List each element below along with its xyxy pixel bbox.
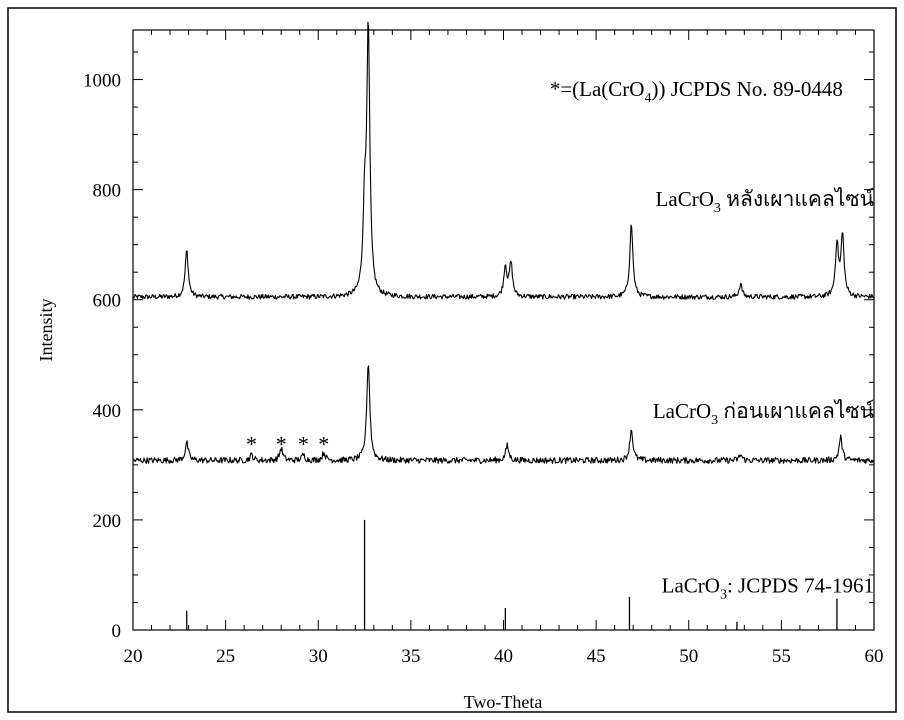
trace-after-calcination [132,21,875,300]
plot-area [132,29,875,631]
x-tick-label: 25 [216,646,235,667]
x-tick-label: 40 [494,646,513,667]
y-tick-label: 600 [93,291,122,312]
y-tick-label: 800 [93,181,122,202]
series-label-after-calcination: LaCrO3 หลังเผาแคลไซน์ [656,187,875,216]
y-axis-label: Intensity [36,299,56,362]
x-axis: 20 25 30 35 40 45 50 55 60 [124,30,884,667]
traces [132,21,875,464]
x-tick-label: 50 [679,646,698,667]
jcpds-note: *=(La(CrO4)) JCPDS No. 89-0448 [550,77,843,106]
series-label-before-calcination: LaCrO3 ก่อนเผาแคลไซน์ [653,399,874,428]
y-axis: 0 200 400 600 800 1000 [83,51,874,642]
x-tick-label: 45 [587,646,606,667]
y-tick-label: 200 [93,511,122,532]
impurity-star: * [276,431,287,456]
y-tick-label: 400 [93,401,122,422]
x-tick-label: 55 [772,646,791,667]
impurity-markers: * * * * [246,431,329,456]
x-axis-label: Two-Theta [464,692,543,712]
figure-frame [7,7,897,713]
y-tick-label: 1000 [83,71,121,92]
reference-sticks [186,519,838,630]
series-label-reference: LaCrO3: JCPDS 74-1961 [662,574,874,603]
impurity-star: * [246,431,257,456]
impurity-star: * [318,431,329,456]
trace-before-calcination [132,365,875,464]
x-tick-label: 35 [401,646,420,667]
x-tick-label: 30 [309,646,328,667]
impurity-star: * [298,431,309,456]
x-tick-label: 20 [124,646,143,667]
x-tick-label: 60 [865,646,884,667]
y-tick-label: 0 [112,621,122,642]
